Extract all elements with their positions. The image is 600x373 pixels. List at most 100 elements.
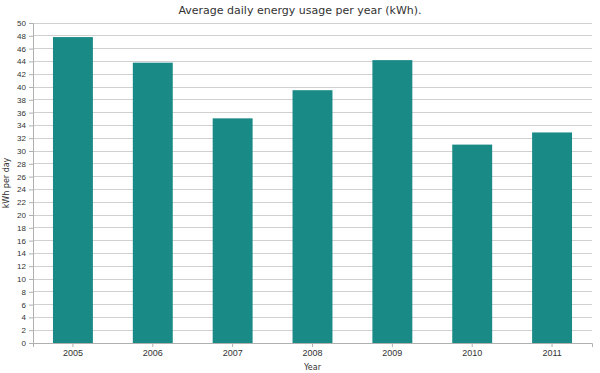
y-tick: 26 [17, 173, 33, 182]
grid-line [33, 87, 592, 88]
grid-line [33, 23, 592, 24]
x-axis-line [34, 344, 593, 348]
y-tick-label: 36 [17, 109, 26, 118]
y-tick-label: 0 [22, 339, 27, 348]
y-tick-label: 32 [17, 134, 26, 143]
bar [133, 63, 173, 343]
y-tick: 42 [17, 70, 33, 79]
y-tick-mark [29, 215, 33, 216]
y-tick: 50 [17, 19, 33, 28]
x-tick-label: 2005 [63, 348, 83, 358]
bar [213, 118, 253, 343]
x-tick-mark [152, 343, 153, 347]
y-tick: 10 [17, 275, 33, 284]
y-tick-mark [29, 292, 33, 293]
grid-line [33, 61, 592, 62]
chart: 0246810121416182022242628303234363840424… [0, 0, 600, 373]
x-tick: 2011 [542, 343, 561, 358]
y-tick-mark [29, 49, 33, 50]
y-tick-label: 40 [17, 83, 26, 92]
y-tick: 48 [17, 32, 33, 41]
bar [372, 60, 412, 343]
y-tick: 20 [17, 211, 33, 220]
x-tick: 2007 [223, 343, 243, 358]
bar [452, 145, 492, 343]
y-tick-label: 4 [22, 313, 27, 322]
y-tick-mark [29, 253, 33, 254]
x-tick-label: 2009 [382, 348, 402, 358]
y-tick: 32 [17, 134, 33, 143]
bars [53, 37, 572, 343]
y-tick-label: 22 [17, 198, 26, 207]
y-tick-mark [29, 74, 33, 75]
x-tick-mark [472, 343, 473, 347]
x-tick-label: 2007 [223, 348, 243, 358]
y-tick-mark [29, 241, 33, 242]
y-tick-mark [29, 189, 33, 190]
y-tick-mark [29, 266, 33, 267]
y-tick-mark [29, 87, 33, 88]
y-tick-label: 6 [22, 301, 27, 310]
y-axis-line [29, 24, 34, 344]
y-tick-label: 38 [17, 96, 26, 105]
y-tick: 30 [17, 147, 33, 156]
y-tick-mark [29, 23, 33, 24]
bar [293, 90, 333, 343]
y-tick-mark [29, 164, 33, 165]
plot: 0246810121416182022242628303234363840424… [17, 19, 592, 358]
y-tick: 44 [17, 57, 33, 66]
y-tick: 22 [17, 198, 33, 207]
y-tick-mark [29, 61, 33, 62]
y-tick: 4 [22, 313, 33, 322]
y-tick-label: 34 [17, 121, 26, 130]
y-tick-label: 26 [17, 173, 26, 182]
x-tick-label: 2008 [302, 348, 322, 358]
y-tick-mark [29, 343, 33, 344]
x-tick: 2009 [382, 343, 402, 358]
y-tick-label: 24 [17, 185, 26, 194]
y-tick-mark [29, 100, 33, 101]
grid-line [33, 48, 592, 49]
grid-line [33, 74, 592, 75]
y-tick: 8 [22, 288, 33, 297]
y-axis-title: kWh per day [2, 157, 11, 208]
grid [33, 23, 592, 343]
y-tick-mark [29, 113, 33, 114]
y-tick-label: 14 [17, 249, 26, 258]
y-tick: 2 [22, 326, 33, 335]
y-tick-label: 30 [17, 147, 26, 156]
y-tick-label: 12 [17, 262, 26, 271]
y-tick-label: 10 [17, 275, 26, 284]
bar [53, 37, 93, 343]
y-tick: 18 [17, 224, 33, 233]
y-tick-label: 18 [17, 224, 26, 233]
x-tick: 2005 [63, 343, 83, 358]
y-tick-mark [29, 305, 33, 306]
y-tick-mark [29, 36, 33, 37]
y-tick: 0 [22, 339, 33, 348]
y-tick: 6 [22, 301, 33, 310]
y-tick: 24 [17, 185, 33, 194]
y-tick-mark [29, 317, 33, 318]
y-tick: 14 [17, 249, 33, 258]
y-tick: 34 [17, 121, 33, 130]
y-tick-mark [29, 202, 33, 203]
x-axis-title: Year [303, 363, 322, 372]
y-tick-mark [29, 138, 33, 139]
x-tick-label: 2010 [462, 348, 482, 358]
x-tick-mark [312, 343, 313, 347]
y-tick-label: 2 [22, 326, 27, 335]
y-tick-mark [29, 125, 33, 126]
y-tick-label: 48 [17, 32, 26, 41]
x-axis: 2005200620072008200920102011 [34, 343, 593, 358]
y-tick: 28 [17, 160, 33, 169]
bar [532, 132, 572, 343]
x-tick-label: 2011 [542, 348, 561, 358]
y-tick-label: 28 [17, 160, 26, 169]
x-tick-mark [552, 343, 553, 347]
y-tick: 12 [17, 262, 33, 271]
y-tick-label: 16 [17, 237, 26, 246]
x-tick: 2010 [462, 343, 482, 358]
y-tick: 36 [17, 109, 33, 118]
title: Average daily energy usage per year (kWh… [178, 4, 421, 17]
